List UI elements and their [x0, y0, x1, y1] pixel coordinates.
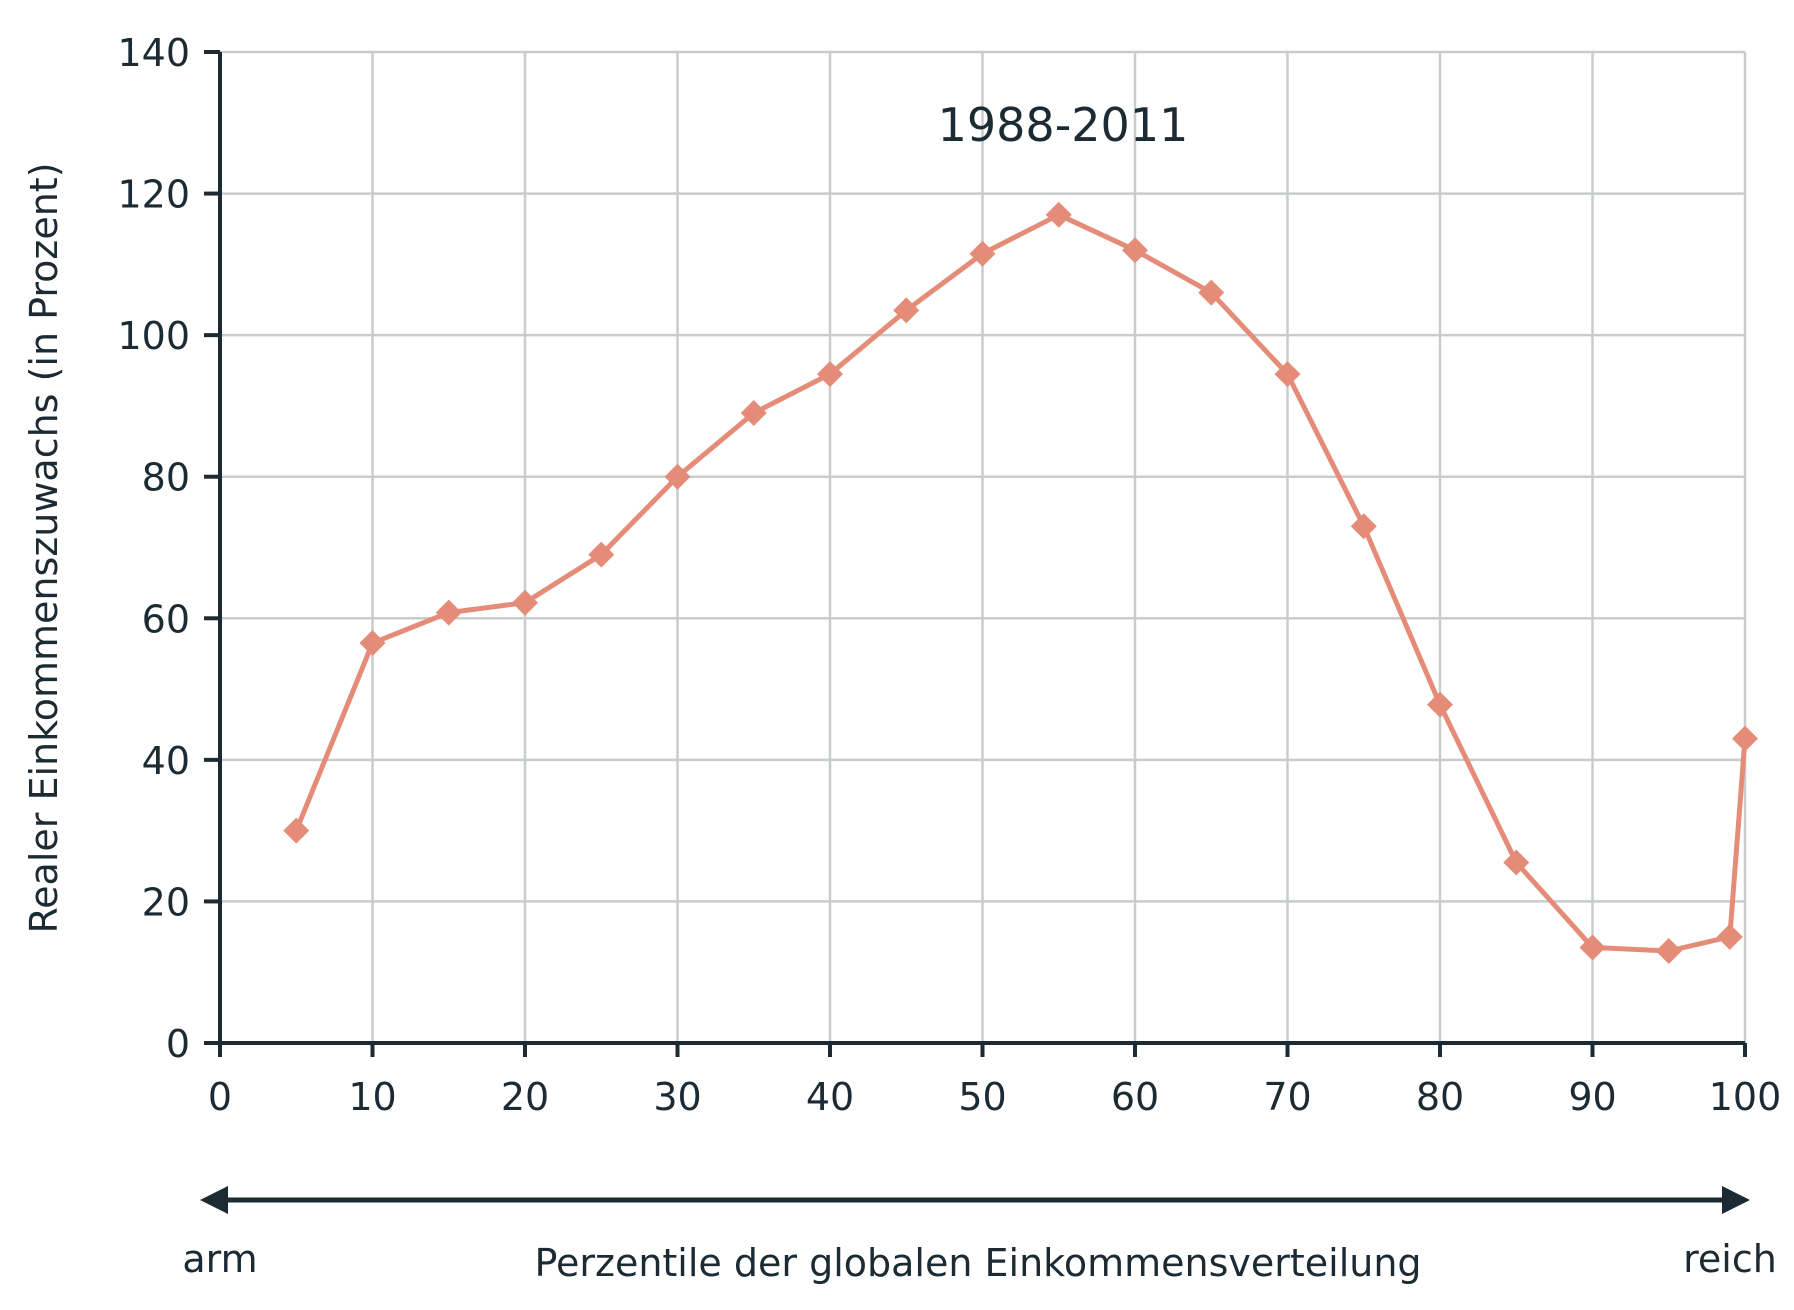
data-point-diamond: [740, 400, 767, 427]
y-tick-label: 20: [142, 880, 190, 924]
data-point-diamond: [588, 541, 615, 568]
chart-title: 1988-2011: [938, 98, 1189, 152]
series: [283, 201, 1758, 964]
data-point-diamond: [1122, 237, 1148, 264]
x-tick-label: 40: [806, 1075, 854, 1119]
x-tick-label: 30: [653, 1075, 701, 1119]
data-point-diamond: [435, 599, 462, 626]
y-tick-label: 120: [117, 173, 190, 217]
tick-labels: 0 20 40 60 80 100 120 140 0 10 20 30 40 50 60 70 80 90 100: [117, 31, 1781, 1119]
x-direction-arrow: [200, 1186, 1750, 1214]
y-axis-label: Realer Einkommenszuwachs (in Prozent): [22, 162, 66, 933]
data-point-diamond: [1427, 691, 1453, 718]
x-axis-label: Perzentile der globalen Einkommensvertei…: [534, 1241, 1421, 1285]
data-point-diamond: [1579, 934, 1606, 961]
x-tick-label: 70: [1263, 1075, 1311, 1119]
arrowhead-left-icon: [200, 1186, 228, 1214]
data-point-diamond: [1716, 923, 1743, 950]
data-point-diamond: [1045, 201, 1072, 228]
x-tick-label: 10: [348, 1075, 396, 1119]
data-point-diamond: [1503, 849, 1530, 876]
y-tick-label: 0: [166, 1022, 190, 1066]
grid: [220, 50, 1747, 1043]
y-tick-label: 60: [142, 597, 190, 641]
data-point-diamond: [969, 240, 996, 267]
data-point-diamond: [512, 589, 538, 616]
y-tick-label: 140: [117, 31, 190, 75]
data-point-diamond: [1350, 513, 1377, 540]
data-point-diamond: [359, 630, 386, 657]
y-tick-label: 80: [142, 456, 190, 500]
axes: [204, 50, 1747, 1057]
data-point-diamond: [817, 361, 843, 388]
x-tick-label: 0: [208, 1075, 232, 1119]
data-point-diamond: [1655, 937, 1682, 964]
x-tick-label: 60: [1111, 1075, 1159, 1119]
series-line: [293, 212, 1748, 954]
x-tick-label: 80: [1416, 1075, 1464, 1119]
arrowhead-right-icon: [1722, 1186, 1750, 1214]
data-point-diamond: [1732, 725, 1758, 752]
x-tick-label: 20: [501, 1075, 549, 1119]
x-left-label: arm: [182, 1237, 257, 1281]
y-tick-label: 100: [117, 314, 190, 358]
x-tick-label: 100: [1709, 1075, 1782, 1119]
data-point-diamond: [664, 463, 691, 490]
data-point-diamond: [1274, 361, 1301, 388]
data-point-diamond: [893, 297, 920, 324]
y-tick-label: 40: [142, 739, 190, 783]
x-tick-label: 50: [958, 1075, 1006, 1119]
x-tick-label: 90: [1568, 1075, 1616, 1119]
data-point-diamond: [1198, 279, 1225, 306]
data-point-diamond: [283, 817, 310, 844]
x-right-label: reich: [1683, 1237, 1777, 1281]
